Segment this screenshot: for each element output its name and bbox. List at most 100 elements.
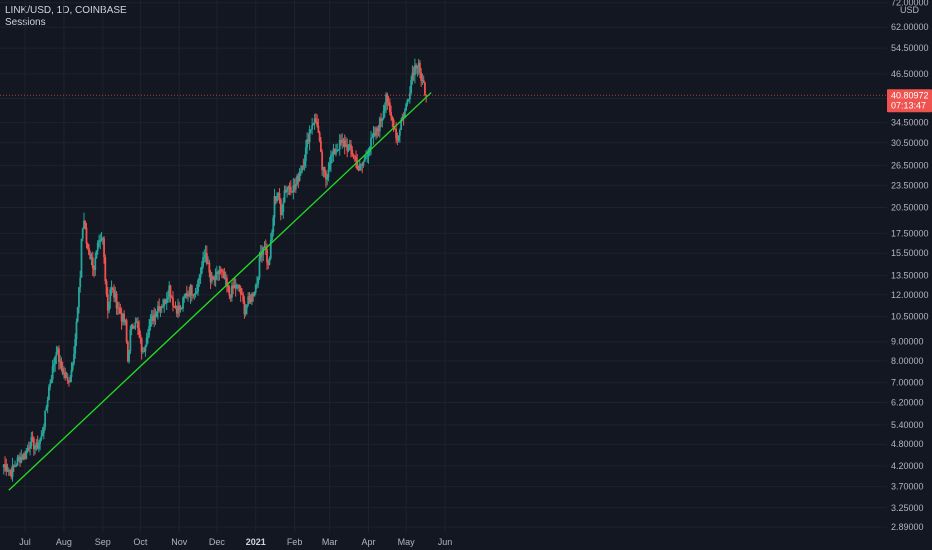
candle bbox=[335, 143, 337, 157]
candle bbox=[175, 305, 178, 318]
candle bbox=[197, 278, 199, 296]
current-price-value: 40.80972 bbox=[891, 90, 929, 100]
candle bbox=[325, 170, 327, 188]
candle bbox=[421, 73, 424, 85]
candle bbox=[286, 186, 288, 198]
y-tick-label: 23.50000 bbox=[891, 180, 929, 190]
candle bbox=[78, 287, 80, 314]
candle bbox=[256, 276, 258, 289]
candle bbox=[145, 332, 148, 348]
candle bbox=[249, 293, 252, 304]
y-tick-label: 72.00000 bbox=[891, 0, 929, 8]
candle-series bbox=[2, 58, 428, 482]
candle bbox=[189, 284, 192, 304]
candle bbox=[343, 134, 346, 155]
candle bbox=[40, 430, 43, 442]
trendline-layer[interactable] bbox=[8, 92, 432, 491]
candle bbox=[336, 143, 339, 153]
candle bbox=[49, 379, 52, 391]
candle bbox=[309, 129, 312, 134]
candle bbox=[385, 92, 387, 114]
candle bbox=[56, 346, 59, 355]
candle bbox=[139, 330, 142, 344]
candle bbox=[348, 139, 351, 151]
candle bbox=[381, 117, 384, 128]
y-tick-label: 15.50000 bbox=[891, 248, 929, 258]
candle bbox=[195, 284, 198, 295]
candle bbox=[14, 460, 16, 468]
candle bbox=[104, 254, 107, 285]
y-tick-label: 17.50000 bbox=[891, 228, 929, 238]
price-axis[interactable]: 72.0000062.0000054.5000046.5000040.00000… bbox=[891, 0, 929, 532]
y-tick-label: 6.20000 bbox=[891, 398, 924, 408]
candle bbox=[20, 449, 23, 464]
candle bbox=[357, 165, 360, 172]
candle bbox=[232, 278, 235, 295]
candle bbox=[319, 136, 322, 153]
candle bbox=[101, 236, 104, 245]
candle bbox=[124, 319, 127, 326]
candle bbox=[15, 463, 18, 468]
candle bbox=[118, 301, 120, 315]
candle bbox=[341, 133, 344, 149]
candle bbox=[46, 396, 49, 414]
candle bbox=[144, 344, 147, 357]
chart-grid bbox=[0, 0, 887, 532]
y-tick-label: 7.00000 bbox=[891, 378, 924, 388]
candle bbox=[42, 423, 45, 440]
candle bbox=[84, 220, 87, 230]
candle bbox=[212, 275, 214, 280]
candle bbox=[111, 286, 114, 293]
x-tick-label: Feb bbox=[287, 537, 303, 547]
candle bbox=[187, 290, 189, 302]
candle bbox=[25, 447, 28, 460]
candle bbox=[209, 269, 212, 289]
candle bbox=[138, 320, 141, 338]
candle bbox=[424, 81, 426, 97]
x-tick-label: Oct bbox=[133, 537, 148, 547]
y-tick-label: 54.50000 bbox=[891, 43, 929, 53]
candle bbox=[393, 127, 396, 131]
candle bbox=[347, 144, 350, 153]
candle bbox=[105, 279, 108, 297]
candle bbox=[422, 75, 425, 84]
candle bbox=[121, 312, 124, 326]
candle bbox=[238, 284, 241, 293]
candle bbox=[74, 333, 77, 360]
candle bbox=[355, 150, 357, 169]
candle bbox=[109, 286, 112, 309]
candle bbox=[116, 301, 119, 316]
candle bbox=[353, 155, 356, 162]
candle bbox=[420, 68, 423, 87]
candle bbox=[9, 469, 11, 476]
candle bbox=[81, 227, 84, 242]
candle bbox=[152, 310, 154, 325]
candle bbox=[262, 246, 265, 262]
candle bbox=[180, 306, 183, 310]
candle bbox=[283, 185, 286, 203]
candle bbox=[19, 452, 21, 467]
y-tick-label: 13.50000 bbox=[891, 271, 929, 281]
candle bbox=[323, 166, 326, 178]
candle bbox=[59, 355, 62, 370]
candle bbox=[342, 138, 345, 148]
candle bbox=[172, 291, 174, 312]
candle bbox=[236, 283, 238, 290]
time-axis[interactable]: Jul Aug Sep Oct Nov Dec 2021 Feb Mar Apr May Jun bbox=[19, 537, 452, 547]
candle bbox=[228, 285, 231, 300]
candle bbox=[133, 326, 136, 330]
candle bbox=[136, 317, 139, 336]
candle bbox=[99, 233, 102, 250]
candle bbox=[222, 268, 225, 279]
candle bbox=[294, 177, 297, 194]
candle bbox=[183, 294, 186, 303]
candle bbox=[388, 98, 391, 116]
candle bbox=[47, 384, 50, 401]
candle bbox=[75, 318, 78, 347]
candle bbox=[141, 346, 144, 354]
candle bbox=[164, 298, 167, 305]
candle bbox=[415, 63, 418, 74]
candle bbox=[242, 291, 245, 304]
candle bbox=[177, 298, 179, 319]
